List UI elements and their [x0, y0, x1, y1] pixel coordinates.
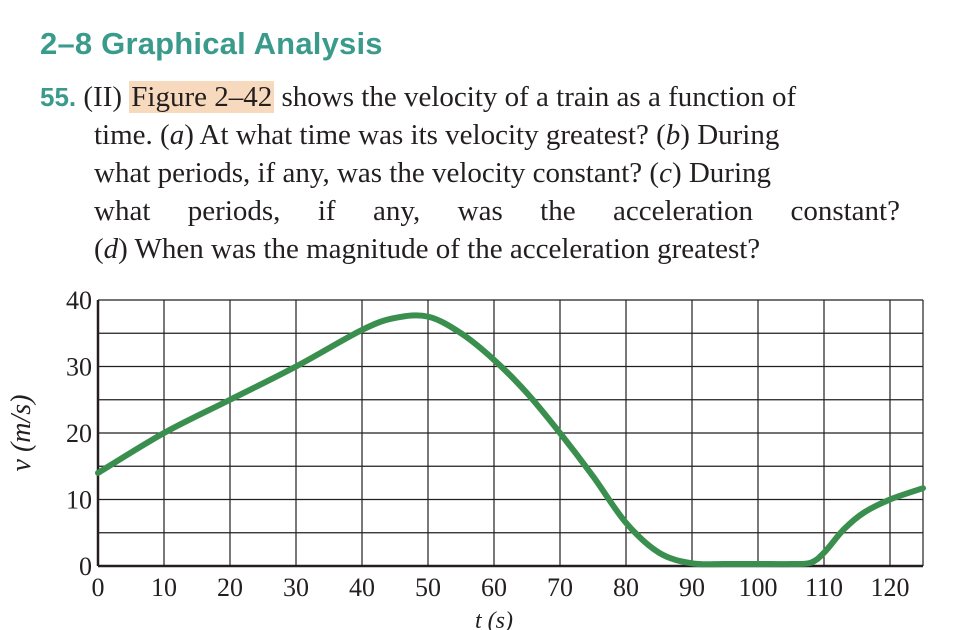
part-d-label: d [103, 233, 119, 265]
y-tick-label: 30 [66, 353, 92, 382]
x-tick-label: 100 [739, 573, 778, 602]
y-tick-label: 0 [79, 552, 92, 581]
text-segment: time. ( [94, 119, 170, 151]
velocity-time-chart: 0 10 20 30 40 0 10 20 30 40 50 60 70 80 90 100 110 120 v … [6, 286, 926, 630]
problem-line-2: time. (a) At what time was its velocity … [40, 116, 900, 154]
tick-labels: 0 10 20 30 40 0 10 20 30 40 50 60 70 80 90 100 110 120 [66, 286, 910, 602]
problem-line-1-text: shows the velocity of a train as a funct… [281, 81, 797, 113]
x-tick-label: 40 [349, 573, 375, 602]
grid [96, 299, 924, 568]
x-tick-label: 120 [871, 573, 910, 602]
text-segment: ) During [680, 119, 780, 151]
x-tick-label: 50 [415, 573, 441, 602]
y-axis-label: v (m/s) [6, 395, 37, 472]
x-tick-label: 0 [92, 573, 105, 602]
difficulty-level: (II) [83, 81, 123, 113]
text-segment: ) At what time was its velocity greatest… [184, 119, 666, 151]
x-tick-label: 110 [805, 573, 843, 602]
part-c-label: c [659, 157, 672, 189]
x-tick-label: 10 [151, 573, 177, 602]
velocity-curve [95, 312, 926, 568]
x-tick-label: 70 [547, 573, 573, 602]
x-tick-label: 20 [217, 573, 243, 602]
text-segment: ) During [671, 157, 772, 189]
x-tick-label: 30 [283, 573, 309, 602]
part-b-label: b [665, 119, 681, 151]
y-tick-label: 20 [66, 419, 92, 448]
problem-line-3: what periods, if any, was the velocity c… [40, 154, 900, 192]
y-tick-label: 40 [66, 286, 92, 315]
text-segment: ) When was the magnitude of the accelera… [118, 233, 761, 265]
problem-line-4: what periods, if any, was the accelerati… [94, 195, 900, 227]
section-title: 2–8 Graphical Analysis [40, 26, 383, 61]
problem-number: 55. [40, 82, 77, 112]
text-segment: ( [94, 233, 104, 265]
problem-text: 55. (II) Figure 2–42 shows the velocity … [40, 78, 900, 268]
problem-line-1: 55. (II) Figure 2–42 shows the velocity … [40, 78, 900, 116]
text-segment: what periods, if any, was the velocity c… [94, 157, 660, 189]
x-tick-label: 60 [481, 573, 507, 602]
x-tick-label: 80 [613, 573, 639, 602]
figure-reference-link[interactable]: Figure 2–42 [129, 81, 275, 113]
x-axis-label: t (s) [475, 608, 513, 630]
problem-line-5: (d) When was the magnitude of the accele… [40, 230, 900, 268]
y-tick-label: 10 [66, 486, 92, 515]
x-tick-label: 90 [679, 573, 705, 602]
part-a-label: a [169, 119, 185, 151]
